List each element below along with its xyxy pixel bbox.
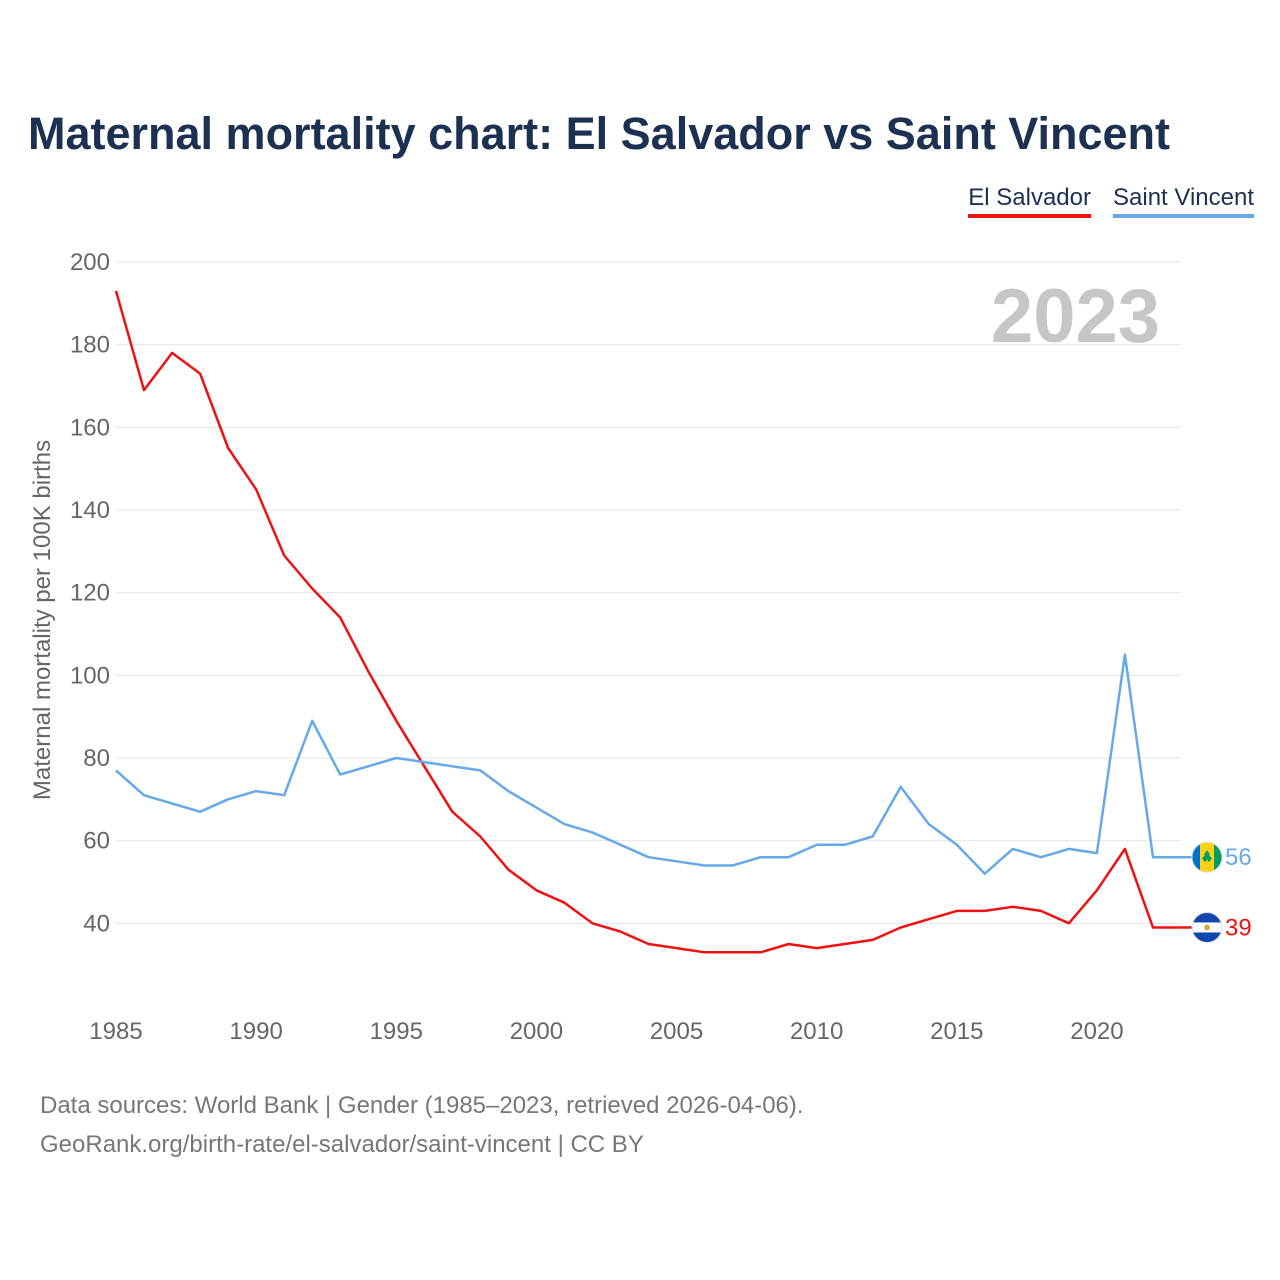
- x-tick-label: 2015: [930, 1018, 983, 1045]
- x-tick-label: 2020: [1070, 1018, 1123, 1045]
- gridlines: [116, 261, 1181, 924]
- series-line-el-salvador[interactable]: [114, 290, 1181, 954]
- series-lines: [114, 290, 1192, 954]
- legend: El Salvador Saint Vincent: [968, 184, 1254, 218]
- series-end-markers: 39 56: [1191, 841, 1252, 943]
- x-axis-ticks: 1985 1990 1995 2000 2005 2010 2015 2020: [89, 1018, 1123, 1045]
- chart-title: Maternal mortality chart: El Salvador vs…: [28, 108, 1171, 159]
- line-chart: 40 60 80 100 120 140 160 180 200 1985 1990 1995 200…: [29, 249, 1252, 1045]
- x-tick-label: 2000: [510, 1018, 563, 1045]
- end-value-label-saint-vincent: 56: [1225, 844, 1252, 871]
- x-tick-label: 1985: [89, 1018, 142, 1045]
- flag-icon-el-salvador: [1191, 911, 1223, 943]
- y-axis-ticks: 40 60 80 100 120 140 160 180 200: [70, 249, 110, 937]
- y-axis-label: Maternal mortality per 100K births: [29, 440, 56, 800]
- x-tick-label: 1995: [370, 1018, 423, 1045]
- y-tick-label: 120: [70, 580, 110, 607]
- x-tick-label: 2005: [650, 1018, 703, 1045]
- end-value-label-el-salvador: 39: [1225, 914, 1252, 941]
- legend-item-el-salvador[interactable]: El Salvador: [968, 184, 1091, 218]
- y-tick-label: 200: [70, 249, 110, 276]
- y-tick-label: 40: [83, 910, 110, 937]
- y-tick-label: 160: [70, 414, 110, 441]
- footer: Data sources: World Bank | Gender (1985–…: [40, 1086, 804, 1164]
- year-watermark: 2023: [991, 274, 1160, 359]
- y-tick-label: 60: [83, 828, 110, 855]
- series-line-saint-vincent[interactable]: [115, 653, 1181, 875]
- x-tick-label: 2010: [790, 1018, 843, 1045]
- x-tick-label: 1990: [229, 1018, 282, 1045]
- data-source-note: Data sources: World Bank | Gender (1985–…: [40, 1092, 804, 1119]
- y-tick-label: 180: [70, 332, 110, 359]
- y-tick-label: 140: [70, 497, 110, 524]
- legend-item-saint-vincent[interactable]: Saint Vincent: [1113, 184, 1254, 218]
- flag-icon-saint-vincent: [1191, 841, 1223, 873]
- y-tick-label: 80: [83, 745, 110, 772]
- source-url[interactable]: GeoRank.org/birth-rate/el-salvador/saint…: [40, 1131, 644, 1158]
- y-tick-label: 100: [70, 662, 110, 689]
